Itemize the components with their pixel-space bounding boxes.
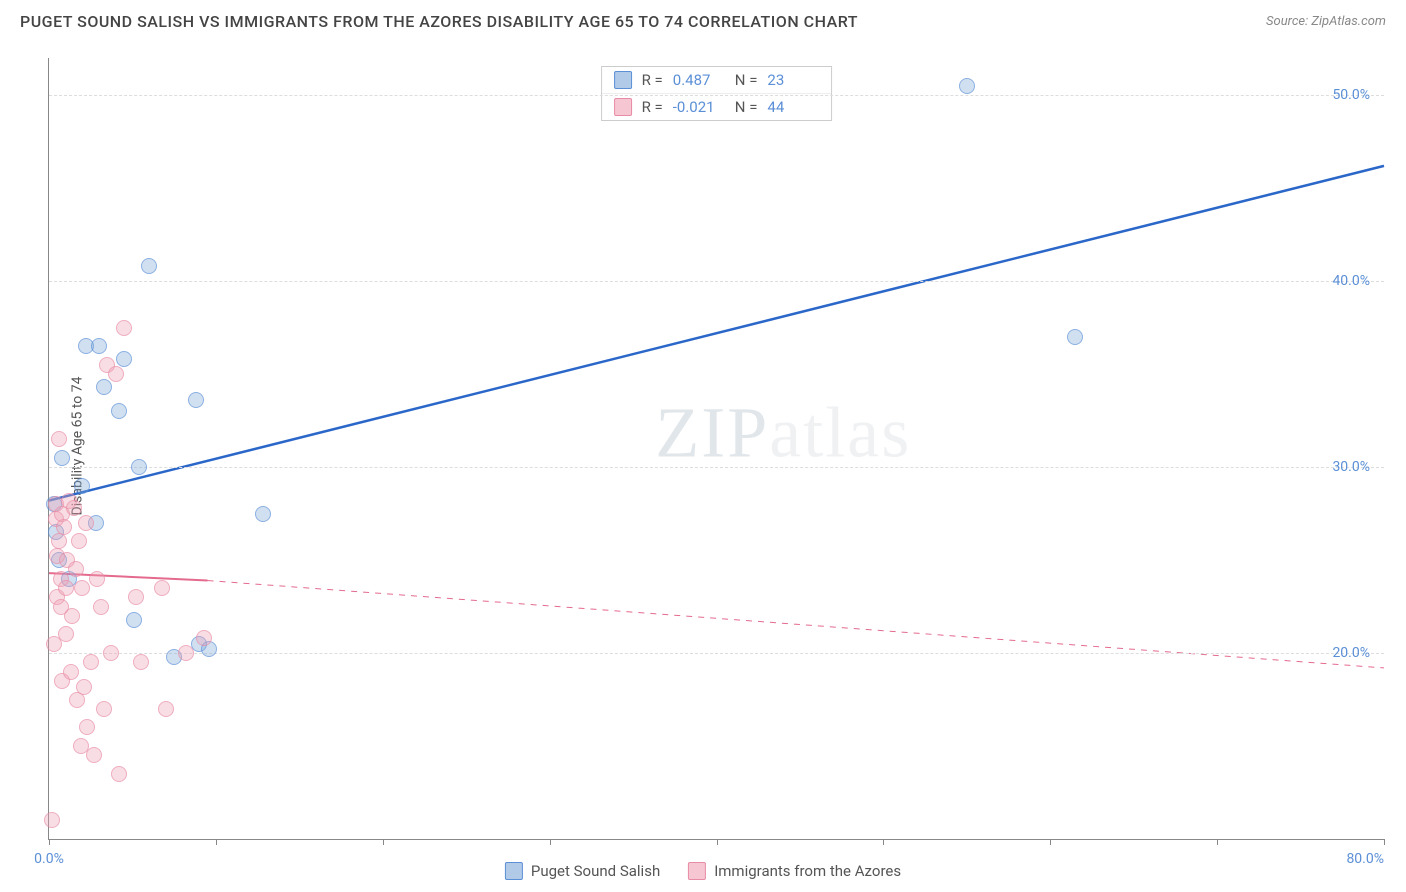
data-point [255, 506, 271, 522]
source-attribution: Source: ZipAtlas.com [1266, 14, 1386, 29]
x-tick-label: 0.0% [34, 851, 64, 867]
trend-line [208, 581, 1384, 668]
data-point [79, 719, 95, 735]
data-point [158, 701, 174, 717]
data-point [51, 533, 67, 549]
scatter-chart: ZIPatlas R = 0.487 N = 23 R = -0.021 N =… [48, 58, 1384, 840]
y-tick-label: 40.0% [1332, 273, 1370, 289]
data-point [58, 626, 74, 642]
x-tick [883, 839, 884, 845]
data-point [178, 645, 194, 661]
swatch-blue [614, 71, 632, 89]
data-point [1067, 329, 1083, 345]
gridline-h [49, 281, 1384, 282]
data-point [64, 608, 80, 624]
swatch-pink [614, 98, 632, 116]
data-point [126, 612, 142, 628]
data-point [44, 812, 60, 828]
data-point [96, 701, 112, 717]
data-point [78, 515, 94, 531]
gridline-h [49, 95, 1384, 96]
x-tick [383, 839, 384, 845]
data-point [68, 561, 84, 577]
data-point [83, 654, 99, 670]
data-point [116, 351, 132, 367]
x-tick [49, 839, 50, 845]
legend-row-pink: R = -0.021 N = 44 [602, 93, 832, 120]
legend-row-blue: R = 0.487 N = 23 [602, 67, 832, 93]
data-point [71, 533, 87, 549]
data-point [111, 403, 127, 419]
x-tick [216, 839, 217, 845]
legend-item-pink: Immigrants from the Azores [688, 862, 901, 880]
x-tick-label: 80.0% [1346, 851, 1384, 867]
y-tick-label: 50.0% [1332, 87, 1370, 103]
legend-item-blue: Puget Sound Salish [505, 862, 660, 880]
gridline-h [49, 467, 1384, 468]
data-point [51, 431, 67, 447]
r-label: R = [642, 98, 663, 116]
data-point [108, 366, 124, 382]
swatch-pink [688, 862, 706, 880]
data-point [58, 580, 74, 596]
r-label: R = [642, 71, 663, 89]
data-point [141, 258, 157, 274]
chart-header: PUGET SOUND SALISH VS IMMIGRANTS FROM TH… [0, 0, 1406, 39]
legend-label: Immigrants from the Azores [714, 862, 901, 880]
data-point [188, 392, 204, 408]
x-tick [1384, 839, 1385, 845]
n-value: 23 [767, 71, 819, 89]
data-point [103, 645, 119, 661]
trend-lines [49, 58, 1384, 839]
swatch-blue [505, 862, 523, 880]
data-point [56, 519, 72, 535]
data-point [154, 580, 170, 596]
data-point [74, 478, 90, 494]
data-point [196, 630, 212, 646]
data-point [86, 747, 102, 763]
data-point [74, 580, 90, 596]
data-point [54, 450, 70, 466]
x-tick [1050, 839, 1051, 845]
series-legend: Puget Sound Salish Immigrants from the A… [505, 862, 901, 880]
chart-title: PUGET SOUND SALISH VS IMMIGRANTS FROM TH… [20, 12, 858, 31]
data-point [116, 320, 132, 336]
n-value: 44 [767, 98, 819, 116]
n-label: N = [735, 71, 758, 89]
data-point [131, 459, 147, 475]
data-point [91, 338, 107, 354]
data-point [128, 589, 144, 605]
data-point [89, 571, 105, 587]
legend-label: Puget Sound Salish [531, 862, 660, 880]
data-point [63, 664, 79, 680]
r-value: -0.021 [673, 98, 725, 116]
data-point [959, 78, 975, 94]
x-tick [717, 839, 718, 845]
data-point [96, 379, 112, 395]
y-tick-label: 20.0% [1332, 645, 1370, 661]
correlation-legend: R = 0.487 N = 23 R = -0.021 N = 44 [601, 66, 833, 121]
x-tick [550, 839, 551, 845]
r-value: 0.487 [673, 71, 725, 89]
data-point [76, 679, 92, 695]
data-point [66, 500, 82, 516]
x-tick [1217, 839, 1218, 845]
trend-line [49, 166, 1384, 501]
data-point [133, 654, 149, 670]
y-tick-label: 30.0% [1332, 459, 1370, 475]
n-label: N = [735, 98, 758, 116]
gridline-h [49, 653, 1384, 654]
data-point [93, 599, 109, 615]
data-point [111, 766, 127, 782]
